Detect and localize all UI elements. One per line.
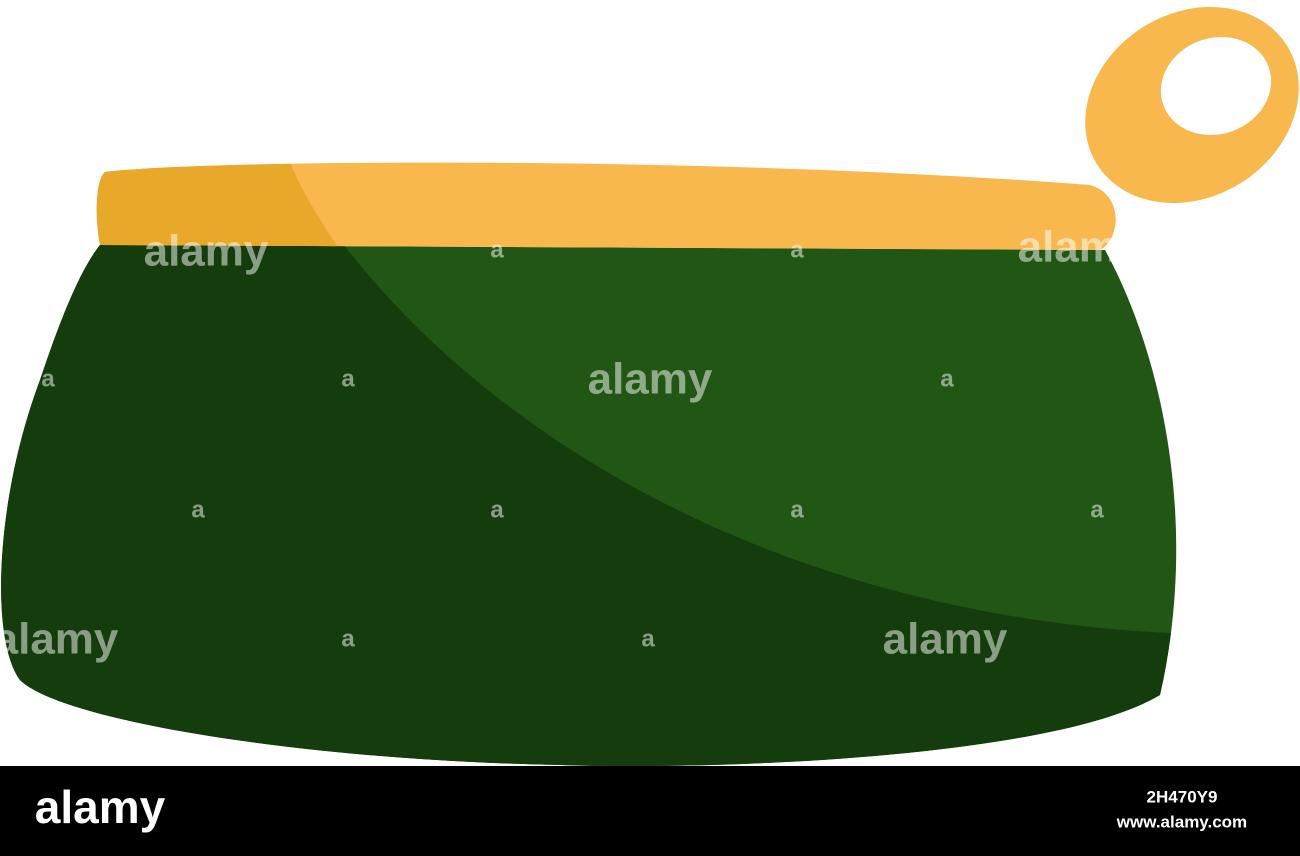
watermark: alamy xyxy=(144,227,269,276)
watermark: a xyxy=(1090,496,1104,523)
watermark: alamy xyxy=(883,615,1008,664)
watermark: alamy xyxy=(1018,223,1143,272)
watermark: a xyxy=(191,496,205,523)
watermark: a xyxy=(940,365,954,392)
case-body xyxy=(1,245,1177,767)
watermark: a xyxy=(490,496,504,523)
watermarks: alamy alamy alamy alamy alamy a a a a a a a a a a a xyxy=(0,223,1143,664)
watermark: a xyxy=(790,496,804,523)
footer-bar xyxy=(0,766,1300,856)
watermark: a xyxy=(341,365,355,392)
watermark: a xyxy=(790,236,804,263)
watermark: a xyxy=(490,236,504,263)
watermark: a xyxy=(41,365,55,392)
watermark: alamy xyxy=(0,615,119,664)
footer-logo: alamy xyxy=(35,781,166,833)
zipper-band xyxy=(96,162,1116,250)
pull-tab xyxy=(1085,6,1299,204)
image-id: 2H470Y9 xyxy=(1147,787,1218,806)
watermark: alamy xyxy=(588,355,713,404)
watermark: a xyxy=(641,625,655,652)
footer-url: www.alamy.com xyxy=(1116,812,1247,831)
watermark: a xyxy=(341,625,355,652)
